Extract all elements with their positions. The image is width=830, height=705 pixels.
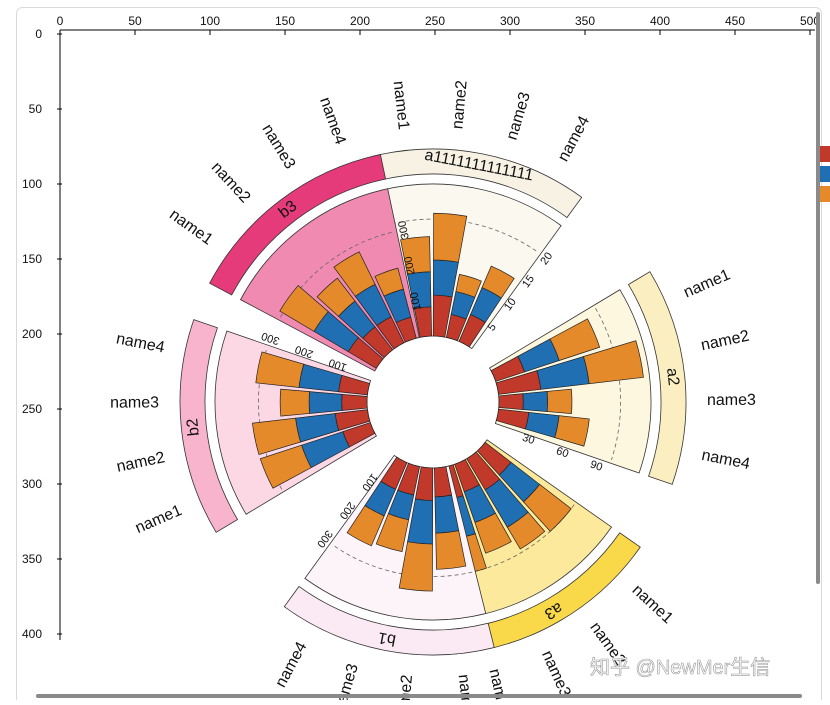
vertical-scrollbar[interactable] [816,12,820,584]
top-axis-tick-label: 450 [725,14,745,28]
bar-segment[interactable] [259,444,312,489]
left-axis-tick-label: 300 [22,477,42,491]
sector-a1111111111111: name1 name2 name3 name4a1111111111111510152… [371,80,593,350]
top-axis-tick-label: 250 [425,14,445,28]
bar-segment[interactable] [279,388,311,417]
bar-segment[interactable] [252,417,301,456]
watermark-text: 知乎 @NewMer生信 [590,656,770,679]
item-label: name3 [707,392,756,409]
bar-segment[interactable] [374,267,404,297]
bar-segment[interactable] [308,391,343,414]
bar-segment[interactable] [346,505,385,547]
top-axis-tick-label: 200 [350,14,370,28]
reference-line [595,308,621,461]
sector-label: b2 [184,417,203,437]
top-axis-tick-label: 100 [200,14,220,28]
radial-tick-label: 300 [396,220,412,240]
bar-segment[interactable] [279,285,329,332]
sector-band[interactable] [179,319,239,533]
top-axis-tick-label: 50 [128,14,142,28]
horizontal-scrollbar[interactable] [36,694,802,698]
item-label: name1 [390,80,412,131]
sector-label: b1 [377,628,398,648]
sector-band[interactable] [209,154,387,296]
bar-segment[interactable] [398,541,433,592]
radial-tick-label: 10 [502,296,519,313]
bar-segment[interactable] [583,340,644,385]
bar-segment[interactable] [255,351,305,388]
bar-segment[interactable] [498,393,524,410]
sector-group: name1 name2 name3 name4a1111111111111510152… [110,80,756,705]
bar-segment[interactable] [316,277,356,317]
sector-label: a3 [541,599,565,623]
bar-segment[interactable] [455,273,482,298]
top-axis-tick-label: 400 [650,14,670,28]
axis-group: 0 50 100 150 200 250 300 350 400 450 500 0 50 100 150 2… [22,14,820,641]
bar-segment[interactable] [522,391,548,412]
bar-segment[interactable] [433,212,468,263]
radial-tick-label: 90 [589,459,604,474]
radial-tick-label: 60 [555,445,570,460]
bar-segment[interactable] [549,318,601,361]
top-axis-tick-label: 150 [275,14,295,28]
left-axis-tick-label: 200 [22,327,42,341]
sector-band[interactable] [371,148,583,219]
top-axis-tick-label: 0 [57,14,64,28]
left-axis-tick-label: 150 [22,252,42,266]
left-axis-tick-label: 50 [29,102,43,116]
bar-segment[interactable] [506,511,546,550]
radial-tick-label: 200 [294,343,315,360]
bar-segment[interactable] [375,513,410,553]
radial-tick-label: 30 [521,432,536,447]
radial-tick-label: 300 [260,329,281,346]
left-axis-tick-label: 400 [22,627,42,641]
radial-tick-label: 20 [538,250,555,267]
bar-segment[interactable] [554,415,590,447]
top-axis-tick-label: 350 [575,14,595,28]
bar-segment[interactable] [523,483,572,532]
item-label: name2 [449,80,470,130]
sector-label: a2 [663,367,682,387]
item-label: name3 [110,394,159,411]
reference-line [391,218,539,253]
bar-segment[interactable] [481,265,515,299]
bar-segment[interactable] [474,512,512,554]
bar-segment[interactable] [435,530,467,570]
legend-swatch [818,186,830,202]
reference-line [332,544,473,577]
sector-band[interactable] [627,271,687,485]
bar-segment[interactable] [400,236,431,275]
legend-swatch [818,146,830,162]
left-axis-tick-label: 100 [22,177,42,191]
left-axis-tick-label: 250 [22,402,42,416]
left-axis-tick-label: 350 [22,552,42,566]
radial-tick-label: 100 [327,356,348,373]
top-axis-tick-label: 500 [800,14,820,28]
sector-band[interactable] [283,585,495,656]
bar-segment[interactable] [333,251,376,297]
top-axis-tick-label: 300 [500,14,520,28]
legend-swatches [818,146,830,202]
radial-tick-label: 200 [402,255,418,275]
bar-segment[interactable] [546,388,573,415]
radial-tick-label: 15 [520,273,537,290]
radial-tick-label: 100 [408,291,424,311]
left-axis-tick-label: 0 [35,27,42,41]
legend-swatch [818,166,830,182]
bar-segment[interactable] [341,393,368,411]
